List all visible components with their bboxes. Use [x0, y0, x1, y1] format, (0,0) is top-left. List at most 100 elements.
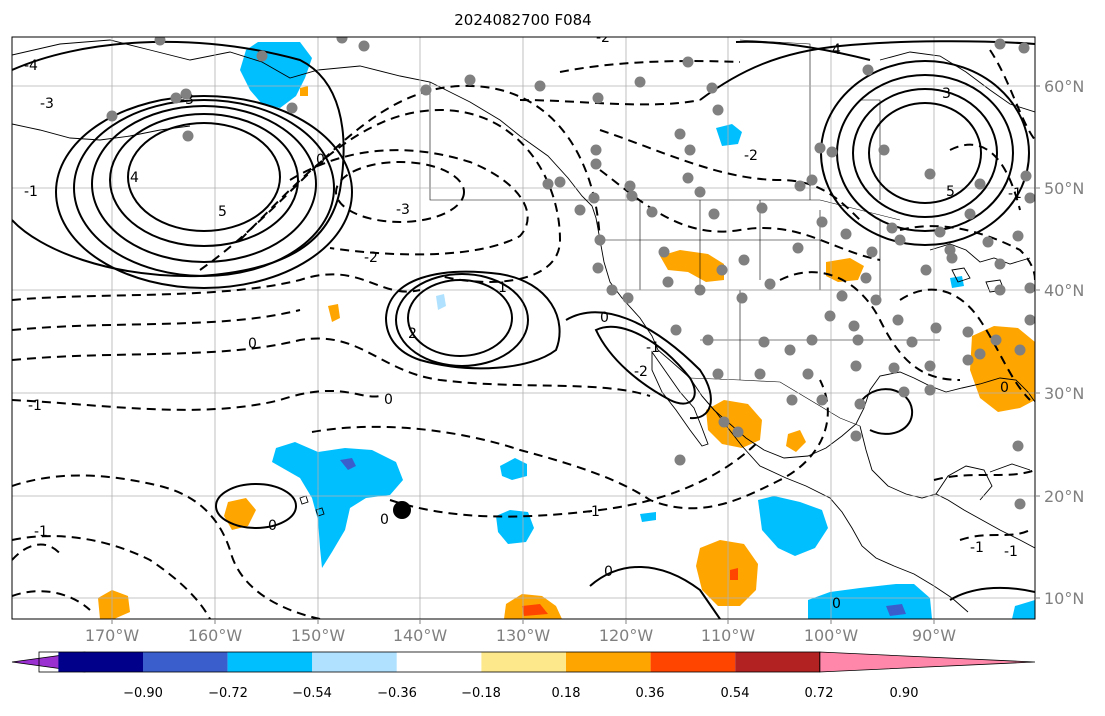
station-dot — [674, 128, 686, 140]
contour-label: -2 — [596, 30, 610, 46]
station-dot — [694, 186, 706, 198]
station-dot — [964, 208, 976, 220]
station-dot — [806, 334, 818, 346]
station-dot — [590, 158, 602, 170]
station-dot — [336, 37, 348, 44]
lon-label: 100°W — [804, 626, 859, 645]
station-dot — [802, 368, 814, 380]
station-dot — [974, 178, 986, 190]
lon-label: 170°W — [85, 626, 140, 645]
station-dot — [878, 144, 890, 156]
station-dot — [920, 264, 932, 276]
longitude-labels: 170°W 160°W 150°W 140°W 130°W 120°W 110°… — [85, 626, 956, 645]
station-dot — [694, 284, 706, 296]
station-dot — [994, 258, 1006, 270]
colorbar-frame — [38, 651, 821, 673]
station-dot — [542, 178, 554, 190]
station-dot — [358, 40, 370, 52]
negative-shading — [240, 42, 1035, 619]
contour-label: -2 — [744, 148, 758, 164]
station-dot — [994, 38, 1006, 50]
colorbar-tick-label: −0.18 — [461, 686, 501, 701]
storm-marker — [393, 501, 411, 519]
station-dot — [1024, 282, 1035, 294]
station-dot — [794, 180, 806, 192]
station-dot — [816, 216, 828, 228]
station-dot — [806, 174, 818, 186]
tick-marks — [111, 85, 1040, 624]
station-dot — [1024, 314, 1035, 326]
colorbar-segment — [58, 652, 143, 672]
colorbar-segment — [650, 652, 736, 672]
contour-label: -2 — [364, 250, 378, 266]
lon-label: 130°W — [496, 626, 551, 645]
station-dot — [718, 416, 730, 428]
contour-label: -3 — [396, 202, 410, 218]
station-dot — [674, 454, 686, 466]
station-dot — [886, 222, 898, 234]
station-dot — [554, 176, 566, 188]
station-dot — [754, 368, 766, 380]
contour-label: -1 — [34, 524, 48, 540]
contour-label: 2 — [408, 326, 417, 342]
station-dot — [716, 264, 728, 276]
lon-label: 110°W — [701, 626, 756, 645]
station-dot — [622, 292, 634, 304]
colorbar-tick-label: −0.54 — [292, 686, 332, 701]
station-dot — [850, 430, 862, 442]
station-dot — [924, 168, 936, 180]
figure-title: 2024082700 F084 — [454, 11, 591, 29]
station-dot — [888, 362, 900, 374]
station-dot — [840, 228, 852, 240]
station-dot — [826, 146, 838, 158]
station-dot — [892, 314, 904, 326]
station-dot — [180, 88, 192, 100]
contour-label: -3 — [40, 96, 54, 112]
station-dot — [862, 64, 874, 76]
contour-label: 0 — [316, 152, 325, 168]
station-dot — [848, 320, 860, 332]
station-dot — [898, 386, 910, 398]
station-dot — [712, 104, 724, 116]
station-dot — [758, 336, 770, 348]
colorbar-segment — [227, 652, 313, 672]
contour-label: 3 — [942, 86, 951, 102]
lat-label: 10°N — [1044, 589, 1084, 608]
station-dot — [286, 102, 298, 114]
colorbar-tick-label: −0.72 — [208, 686, 248, 701]
station-dot — [1024, 192, 1035, 204]
station-dot — [592, 262, 604, 274]
contour-label: 0 — [604, 564, 613, 580]
lat-label: 30°N — [1044, 384, 1084, 403]
station-dot — [154, 37, 166, 46]
contour-label: 0 — [380, 512, 389, 528]
station-dot — [170, 92, 182, 104]
contour-label: 0 — [384, 392, 393, 408]
station-dot — [732, 426, 744, 438]
station-dot — [824, 310, 836, 322]
station-dot — [894, 234, 906, 246]
lat-label: 20°N — [1044, 487, 1084, 506]
station-dot — [1014, 344, 1026, 356]
lat-label: 60°N — [1044, 77, 1084, 96]
station-dot — [182, 130, 194, 142]
contour-label: -1 — [28, 398, 42, 414]
station-dot — [1014, 498, 1026, 510]
station-dot — [1012, 440, 1024, 452]
station-dot — [930, 322, 942, 334]
contour-label: 1 — [498, 280, 507, 296]
contour-label: 0 — [600, 310, 609, 326]
station-dot — [814, 142, 826, 154]
station-dot — [682, 56, 694, 68]
station-dot — [934, 226, 946, 238]
station-dot — [946, 252, 958, 264]
station-dot — [626, 190, 638, 202]
station-dot — [860, 272, 872, 284]
contour-label: -1 — [970, 540, 984, 556]
station-dot — [836, 290, 848, 302]
station-dot — [1012, 230, 1024, 242]
contour-label: -1 — [24, 184, 38, 200]
station-dot — [994, 284, 1006, 296]
lat-label: 40°N — [1044, 281, 1084, 300]
station-dot — [866, 246, 878, 258]
